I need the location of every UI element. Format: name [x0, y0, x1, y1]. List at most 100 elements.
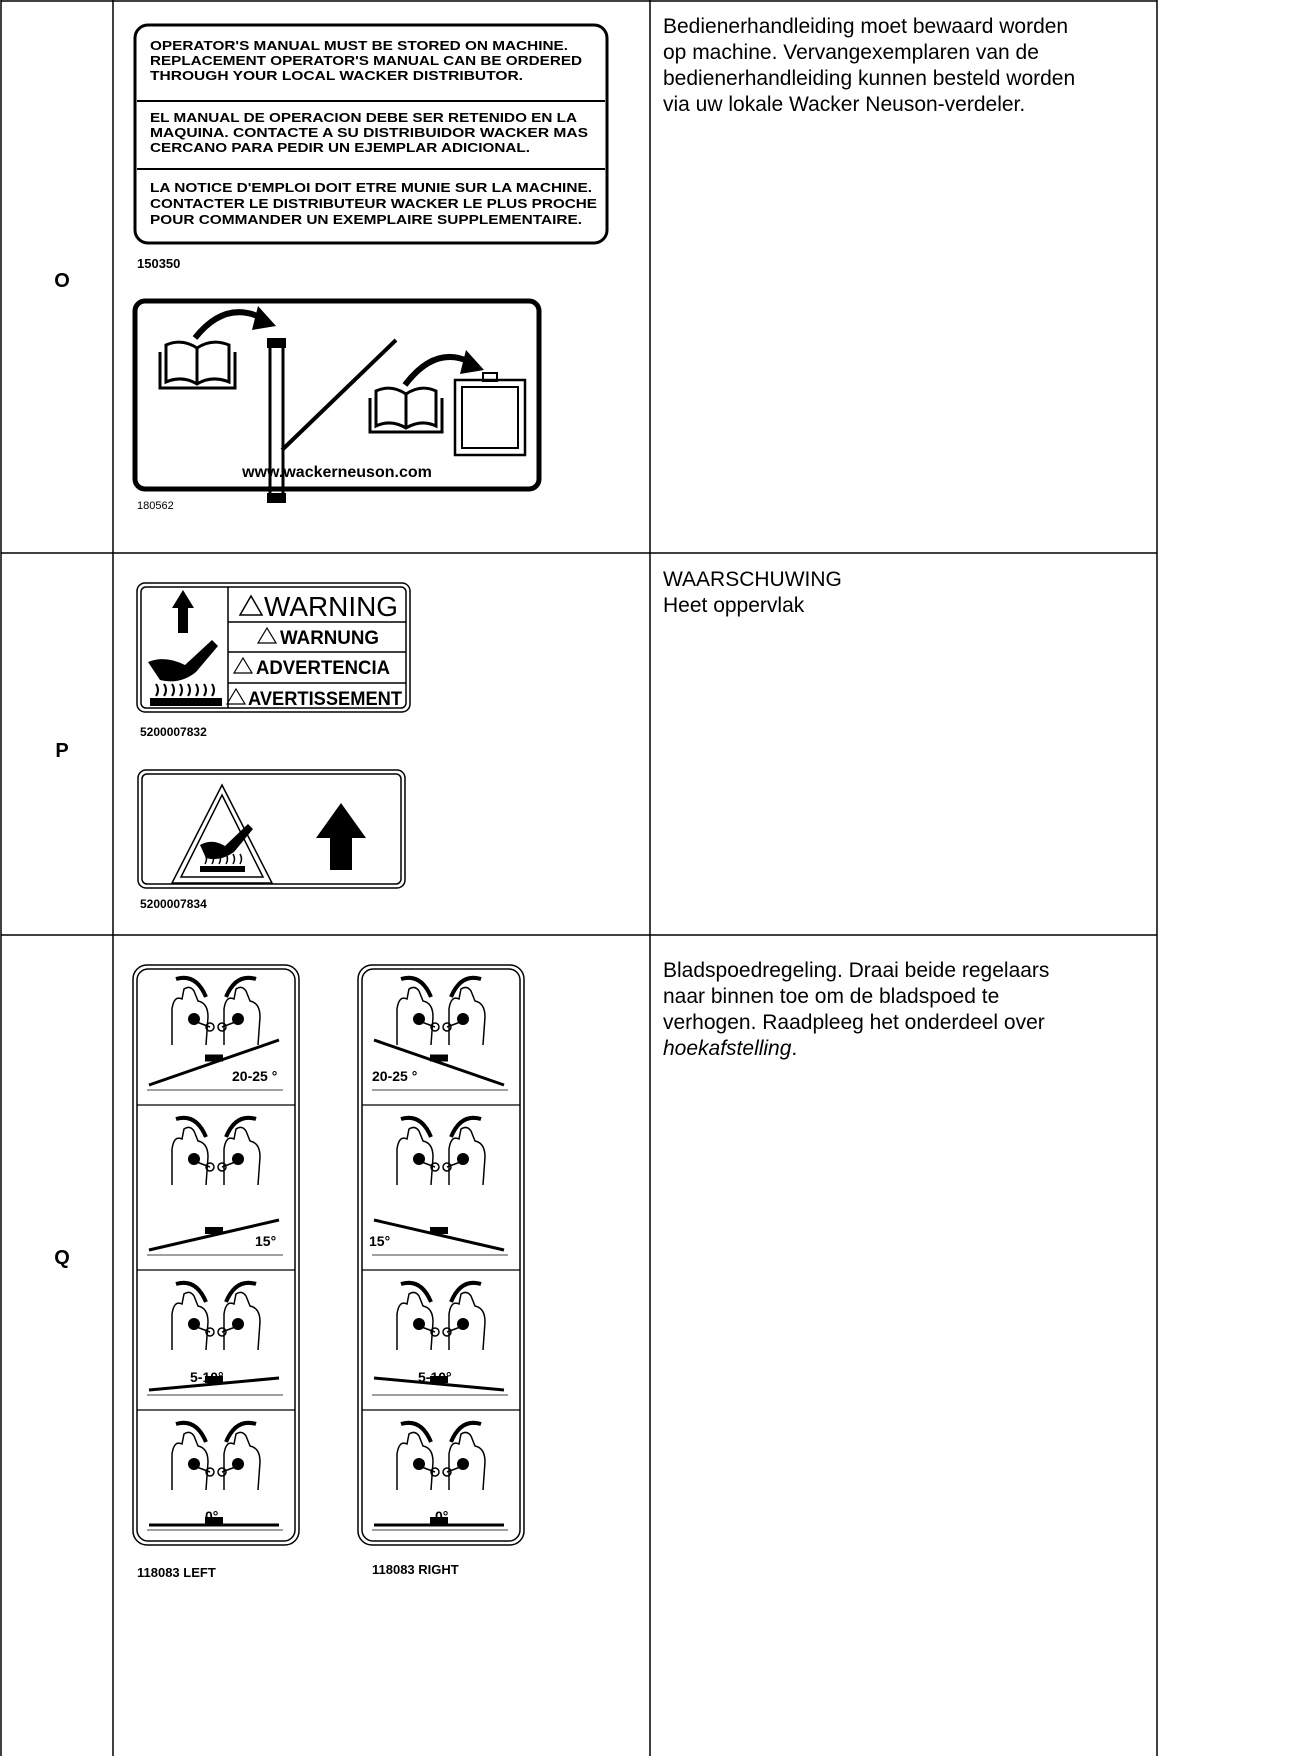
description-line: Bedienerhandleiding moet bewaard worden [663, 15, 1068, 38]
hand-outline [448, 986, 486, 1046]
adjuster-ring [430, 1467, 440, 1477]
blade-block [430, 1054, 448, 1062]
adjuster-ring [442, 1327, 452, 1337]
adjuster-ring [442, 1162, 452, 1172]
blade-block [430, 1517, 448, 1524]
arrow [449, 975, 482, 998]
description-line: Bladspoedregeling. Draai beide regelaars [663, 959, 1049, 982]
angle-label: 20-25 ° [232, 1068, 277, 1084]
angle-label: 15° [369, 1233, 390, 1249]
description: Bedienerhandleiding moet bewaard worden … [663, 15, 1075, 1060]
adjuster-link [193, 1020, 239, 1028]
blade-pitch-decal: 20-25 ° 15° 5-10° 0° [132, 964, 300, 1546]
hand-outline [448, 1291, 486, 1351]
arrow [175, 975, 208, 998]
description-line: Heet oppervlak [663, 594, 805, 617]
adjuster-link [418, 1325, 464, 1333]
hand-outline [396, 1126, 434, 1186]
adjuster-link [418, 1160, 464, 1168]
blade-block [205, 1517, 223, 1524]
punctuation: . [791, 1037, 797, 1060]
arrow [224, 1420, 257, 1443]
description-line: via uw lokale Wacker Neuson-verdeler. [663, 93, 1025, 116]
angle-label: 5-10° [190, 1369, 224, 1385]
adjuster-ring [430, 1022, 440, 1032]
arrow [449, 1420, 482, 1443]
adjuster-ring [442, 1022, 452, 1032]
adjuster-link [193, 1325, 239, 1333]
angle-label: 0° [435, 1508, 448, 1524]
arrow [449, 1115, 482, 1138]
row-label: P [55, 740, 68, 762]
blade-line [148, 1038, 280, 1087]
adjuster-link [418, 1020, 464, 1028]
arrow [175, 1280, 208, 1303]
adjuster-ring [205, 1327, 215, 1337]
warning-text: WARNUNG [280, 628, 379, 649]
warning-text: AVERTISSEMENT [248, 689, 402, 710]
hand-outline [396, 1431, 434, 1491]
hand-outline [223, 986, 261, 1046]
decal-line: EL MANUAL DE OPERACION DEBE SER RETENIDO… [150, 110, 578, 125]
hand-outline [223, 1291, 261, 1351]
arrow [400, 1115, 433, 1138]
part-number: 180562 [137, 500, 174, 512]
warning-text: ADVERTENCIA [256, 658, 390, 679]
part-number: 5200007834 [140, 897, 207, 911]
angle-label: 0° [205, 1508, 218, 1524]
part-number: 118083 RIGHT [372, 1562, 459, 1577]
blade-block [205, 1376, 223, 1383]
decal-border [361, 968, 521, 1542]
adjuster-ring [430, 1327, 440, 1337]
blade-line [373, 1038, 505, 1087]
decal-line: OPERATOR'S MANUAL MUST BE STORED ON MACH… [150, 38, 568, 53]
decal-url: www.wackerneuson.com [241, 464, 432, 481]
adjuster-link [193, 1465, 239, 1473]
adjuster-ring [205, 1467, 215, 1477]
adjuster-ring [217, 1467, 227, 1477]
decal-manual-text: OPERATOR'S MANUAL MUST BE STORED ON MACH… [133, 23, 609, 245]
angle-label: 15° [255, 1233, 276, 1249]
blade-line [373, 1376, 505, 1392]
adjuster-link [418, 1465, 464, 1473]
arrow [175, 1115, 208, 1138]
hand-outline [396, 1291, 434, 1351]
hand-outline [396, 986, 434, 1046]
description-line: bedienerhandleiding kunnen besteld worde… [663, 67, 1075, 90]
table-grid [0, 0, 1158, 1756]
blade-block [430, 1376, 448, 1383]
adjuster-ring [217, 1162, 227, 1172]
blade-block [430, 1227, 448, 1234]
arrow [449, 1280, 482, 1303]
adjuster-link [193, 1160, 239, 1168]
blade-block [205, 1054, 223, 1062]
row-label: O [54, 270, 70, 292]
description-line: op machine. Vervangexemplaren van de [663, 41, 1039, 64]
arrow [400, 975, 433, 998]
description-line: hoekafstelling. [663, 1037, 797, 1060]
decal-line: LA NOTICE D'EMPLOI DOIT ETRE MUNIE SUR L… [150, 180, 592, 195]
decal-line: POUR COMMANDER UN EXEMPLAIRE SUPPLEMENTA… [150, 212, 582, 227]
blade-pitch-decals: 20-25 ° 15° 5-10° 0° 20-25 ° 15° 5-10° 0° [132, 964, 525, 1546]
part-number: 150350 [137, 256, 180, 271]
blade-line [148, 1218, 280, 1252]
adjuster-ring [430, 1162, 440, 1172]
decal-border [136, 968, 296, 1542]
part-number: 118083 LEFT [137, 1565, 216, 1580]
part-number: 5200007832 [140, 725, 207, 739]
hand-outline [223, 1126, 261, 1186]
arrow [400, 1420, 433, 1443]
adjuster-ring [442, 1467, 452, 1477]
decal-line: CONTACTER LE DISTRIBUTEUR WACKER LE PLUS… [150, 196, 597, 211]
decal-warning: WARNING WARNUNG ADVERTENCIA AVERTISSEMEN… [136, 582, 411, 713]
arrow [224, 1115, 257, 1138]
decal-line: REPLACEMENT OPERATOR'S MANUAL CAN BE ORD… [150, 53, 582, 68]
hand-outline [448, 1431, 486, 1491]
arrow [224, 975, 257, 998]
arrow [175, 1420, 208, 1443]
blade-block [205, 1227, 223, 1234]
warning-text: WARNING [264, 591, 398, 622]
description-line: WAARSCHUWING [663, 568, 842, 591]
blade-line [373, 1218, 505, 1252]
